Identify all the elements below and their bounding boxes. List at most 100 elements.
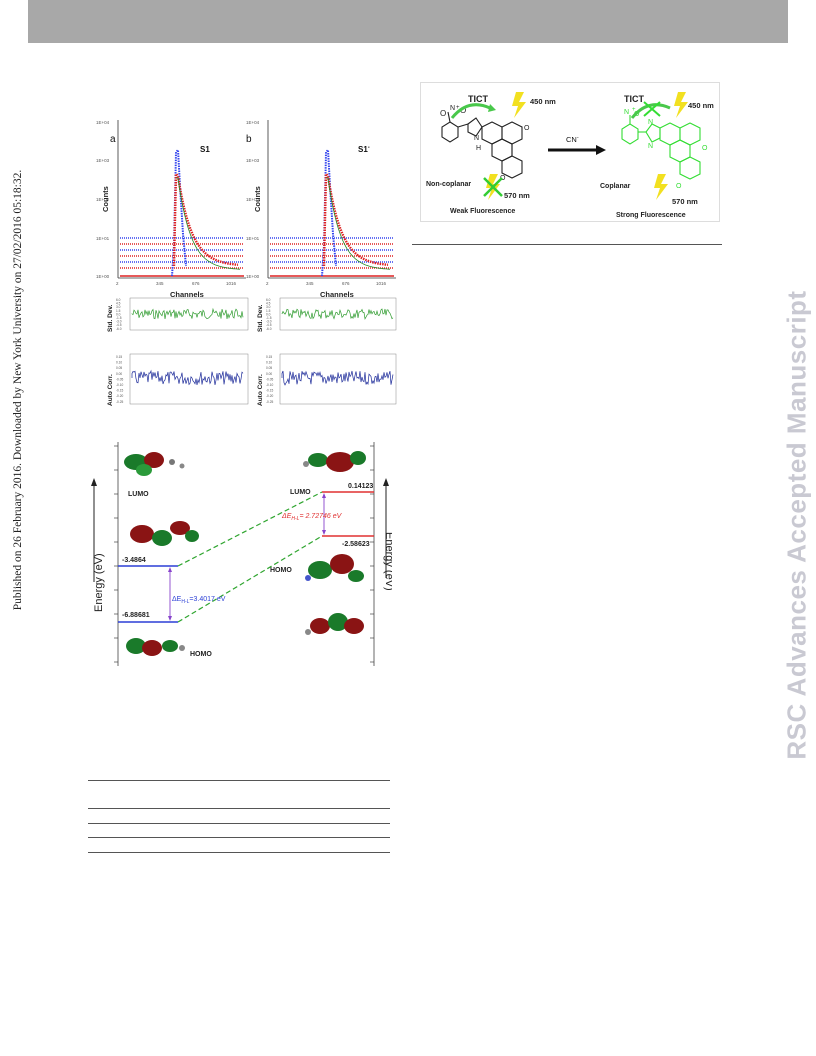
manuscript-watermark-text: RSC Advances Accepted Manuscript xyxy=(781,290,812,760)
energy-arrowhead-right xyxy=(383,478,389,486)
auto-corr-tick: -0.15 xyxy=(116,389,123,393)
lumo-value-left: -3.4864 xyxy=(122,557,146,564)
auto-corr-tick: 0.15 xyxy=(116,355,122,359)
auto-corr-label-a: Auto Corr. xyxy=(107,374,114,406)
std-dev-tick: 6.0 xyxy=(116,298,121,302)
svg-text:+: + xyxy=(456,105,460,111)
download-notice: Published on 26 February 2016. Downloade… xyxy=(10,130,26,650)
lightning-icon xyxy=(512,92,526,118)
coplanar-molecule xyxy=(621,115,701,180)
wavelength-570-right: 570 nm xyxy=(672,197,698,206)
fit-curve xyxy=(326,177,390,270)
decay-y-tick: 1E+03 xyxy=(96,158,110,163)
lightning-icon xyxy=(654,174,668,200)
irf-trace xyxy=(171,147,187,277)
channels-label-b: Channels xyxy=(320,290,354,299)
autocorr-trace xyxy=(131,369,244,386)
svg-text:N: N xyxy=(474,135,479,142)
table-rule xyxy=(88,837,390,838)
gap-value-left: ΔEH-L=3.4017 eV xyxy=(172,596,226,605)
svg-text:N: N xyxy=(624,109,629,116)
std-dev-tick: -6.0 xyxy=(116,327,122,331)
lumo-label-right: LUMO xyxy=(290,489,311,496)
decay-y-tick: 1E+02 xyxy=(96,197,110,202)
tict-arrow-left xyxy=(450,103,491,119)
auto-corr-tick: 0.05 xyxy=(116,366,122,370)
decay-x-tick: 2 xyxy=(266,281,269,286)
lightning-icon xyxy=(674,92,688,118)
gap-value-right: ΔEH-L= 2.72746 eV xyxy=(281,513,343,522)
std-dev-tick: -4.5 xyxy=(116,323,122,327)
energy-arrowhead-left xyxy=(91,478,97,486)
decay-trace xyxy=(322,171,389,267)
std-dev-label-a: Std. Dev. xyxy=(107,304,114,332)
decay-y-tick: 1E+00 xyxy=(96,274,110,279)
decay-panel-a xyxy=(117,120,246,279)
fit-curve xyxy=(176,177,240,270)
table-rule xyxy=(88,852,390,853)
panel-b-letter: b xyxy=(246,134,252,145)
std-dev-panel-b xyxy=(279,297,397,331)
fluorescence-decay-figure: 1E+04 1E+03 1E+02 1E+01 1E+00 1E+04 1E+0… xyxy=(96,116,400,406)
energy-level-diagram: Energy (eV) Energy (eV) LUMO HOMO LUMO H… xyxy=(86,436,392,672)
manuscript-watermark: RSC Advances Accepted Manuscript xyxy=(772,250,816,800)
auto-corr-tick: 0.10 xyxy=(266,361,272,365)
decay-y-tick: 1E+01 xyxy=(96,236,110,241)
gap-arrowhead-left-2 xyxy=(168,616,172,621)
coplanar-label: Coplanar xyxy=(600,183,631,190)
decay-x-tick: 1016 xyxy=(226,281,237,286)
orbital-picture xyxy=(305,613,364,635)
std-dev-tick: 4.5 xyxy=(116,302,121,306)
auto-corr-tick: 0.05 xyxy=(266,366,272,370)
decay-trace xyxy=(172,171,239,267)
counts-label-a: Counts xyxy=(101,186,110,212)
gap-arrowhead-right xyxy=(322,493,326,498)
decay-y-tick: 1E+03 xyxy=(246,158,260,163)
auto-corr-panel-b xyxy=(279,353,397,405)
std-dev-tick: 1.5 xyxy=(116,309,121,313)
std-dev-tick: 3.0 xyxy=(266,305,271,309)
panel-a-letter: a xyxy=(110,134,116,145)
svg-text:O: O xyxy=(702,145,708,152)
scheme-caption-rule xyxy=(412,244,722,245)
std-dev-tick: 0.0 xyxy=(116,312,121,316)
std-dev-tick: -3.0 xyxy=(116,320,122,324)
auto-corr-tick: -0.15 xyxy=(266,389,273,393)
auto-corr-tick: -0.25 xyxy=(266,400,273,404)
std-dev-tick: -6.0 xyxy=(266,327,272,331)
download-notice-text: Published on 26 February 2016. Downloade… xyxy=(12,169,24,611)
irf-trace xyxy=(321,147,337,277)
lumo-value-right: 0.14123 xyxy=(348,483,373,490)
tict-arrowhead-left xyxy=(488,104,496,112)
homo-value-right: -2.58623 xyxy=(342,541,370,548)
panel-a-sample-label: S1 xyxy=(200,145,210,154)
energy-axis-label-left: Energy (eV) xyxy=(93,553,105,612)
svg-text:O: O xyxy=(460,106,466,115)
strong-fluorescence-label: Strong Fluorescence xyxy=(616,212,686,219)
svg-text:H: H xyxy=(476,145,481,152)
decay-x-tick: 345 xyxy=(156,281,164,286)
energy-axis-label-right: Energy (eV) xyxy=(383,532,392,591)
svg-text:O: O xyxy=(524,125,530,132)
decay-y-tick: 1E+00 xyxy=(246,274,260,279)
table-rule xyxy=(88,823,390,824)
std-dev-tick: -4.5 xyxy=(266,323,272,327)
sensing-scheme: O N + O N H O O N + O N N O O TICT TICT … xyxy=(420,82,720,222)
auto-corr-label-b: Auto Corr. xyxy=(257,374,264,406)
orbital-picture xyxy=(124,452,185,476)
decay-x-tick: 676 xyxy=(192,281,200,286)
svg-text:O: O xyxy=(440,109,446,118)
homo-label-right: HOMO xyxy=(270,567,292,574)
std-dev-tick: -3.0 xyxy=(266,320,272,324)
decay-panel-b xyxy=(267,120,396,279)
table-rule xyxy=(88,780,390,781)
reaction-arrowhead xyxy=(596,145,606,155)
auto-corr-tick: -0.05 xyxy=(116,377,123,381)
std-dev-tick: 1.5 xyxy=(266,309,271,313)
weak-fluorescence-label: Weak Fluorescence xyxy=(450,208,515,215)
wavelength-450-right: 450 nm xyxy=(688,101,714,110)
auto-corr-tick: -0.05 xyxy=(266,377,273,381)
orbital-picture xyxy=(305,554,364,582)
tict-cross-right-2 xyxy=(643,101,661,117)
panel-b-sample-label: S1- xyxy=(358,145,370,154)
